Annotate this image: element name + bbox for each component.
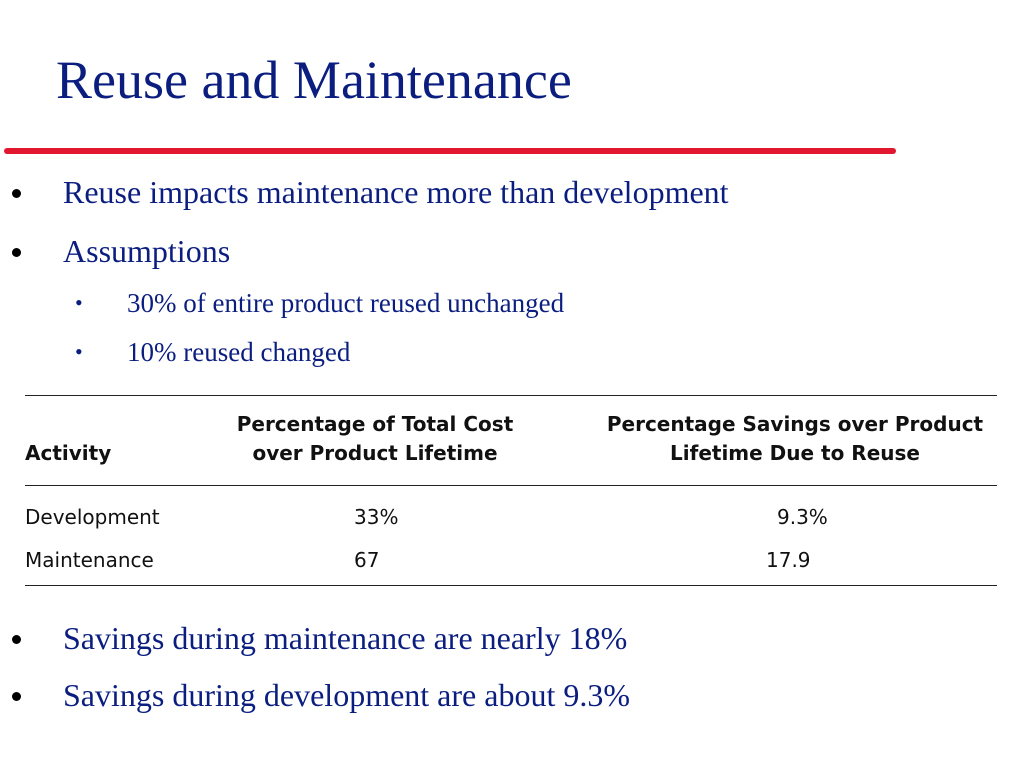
reuse-savings-table: Activity Percentage of Total Cost over P… (25, 395, 997, 587)
table-bottom-rule (25, 585, 997, 586)
bullet-text: Assumptions (63, 233, 231, 269)
slide-title: Reuse and Maintenance (56, 50, 572, 110)
header-savings: Percentage Savings over Product Lifetime… (590, 410, 1000, 468)
header-activity: Activity (25, 441, 112, 465)
table-cell-cost: 33% (354, 505, 399, 529)
sub-bullet-text: 30% of entire product reused unchanged (127, 288, 565, 318)
sub-bullet-icon: • (75, 290, 83, 315)
table-cell-activity: Development (25, 505, 160, 529)
sub-bullet-icon: • (75, 339, 83, 364)
header-savings-line: Lifetime Due to Reuse (670, 441, 920, 465)
header-savings-line: Percentage Savings over Product (606, 412, 984, 436)
table-top-rule (25, 395, 997, 396)
bullet-dot-icon (12, 189, 21, 198)
title-underline (4, 148, 896, 154)
bullet-dot-icon (12, 692, 21, 701)
bullet-text: Savings during maintenance are nearly 18… (63, 620, 628, 656)
bullet-text: Savings during development are about 9.3… (63, 677, 630, 713)
sub-bullet-text: 10% reused changed (127, 337, 351, 367)
header-cost-line: Percentage of Total Cost (236, 412, 514, 436)
bullet-text: Reuse impacts maintenance more than deve… (63, 174, 729, 210)
header-cost: Percentage of Total Cost over Product Li… (215, 410, 535, 468)
table-cell-activity: Maintenance (25, 548, 154, 572)
table-cell-savings: 9.3% (777, 505, 828, 529)
bullet-dot-icon (12, 635, 21, 644)
table-cell-savings: 17.9 (766, 548, 811, 572)
header-cost-line: over Product Lifetime (252, 441, 498, 465)
bullet-dot-icon (12, 248, 21, 257)
table-cell-cost: 67 (354, 548, 380, 572)
table-header-rule (25, 485, 997, 486)
